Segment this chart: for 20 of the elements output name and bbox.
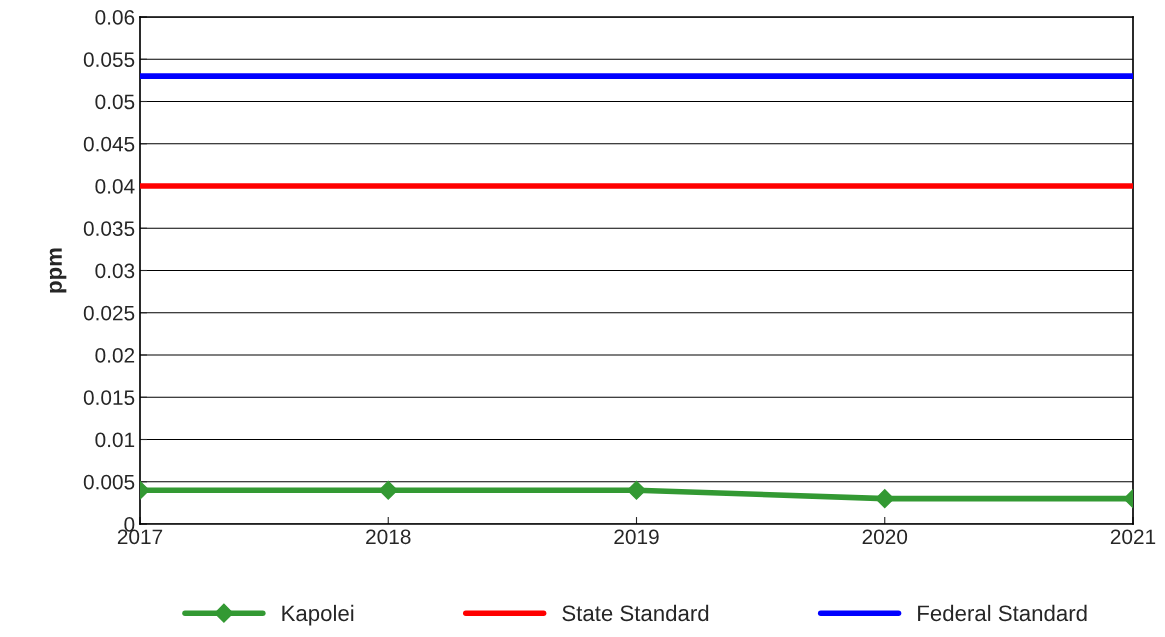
y-tick-label: 0.055	[83, 52, 135, 67]
y-tick-label: 0.035	[83, 221, 135, 236]
y-tick-label: 0.01	[95, 432, 135, 448]
legend-label: Federal Standard	[918, 604, 1087, 622]
y-tick-label: 0.045	[83, 136, 135, 152]
legend-label: State Standard	[562, 604, 709, 622]
y-tick-label: 0.06	[95, 10, 135, 25]
x-tick-label: 2019	[614, 529, 659, 545]
x-tick-label: 2020	[862, 529, 908, 545]
y-tick-label: 0.03	[95, 263, 135, 279]
y-tick-label: 0.015	[83, 390, 135, 405]
y-tick-label: 0.005	[83, 474, 135, 490]
y-tick-label: 0.02	[95, 348, 135, 363]
y-axis-title: ppm	[49, 248, 67, 293]
y-tick-label: 0.04	[95, 179, 135, 194]
x-tick-label: 2018	[366, 529, 411, 545]
legend-label: Kapolei	[282, 604, 354, 626]
y-tick-label: 0.025	[83, 305, 135, 321]
y-tick-label: 0.05	[95, 94, 135, 110]
x-tick-label: 2021	[1110, 529, 1156, 545]
